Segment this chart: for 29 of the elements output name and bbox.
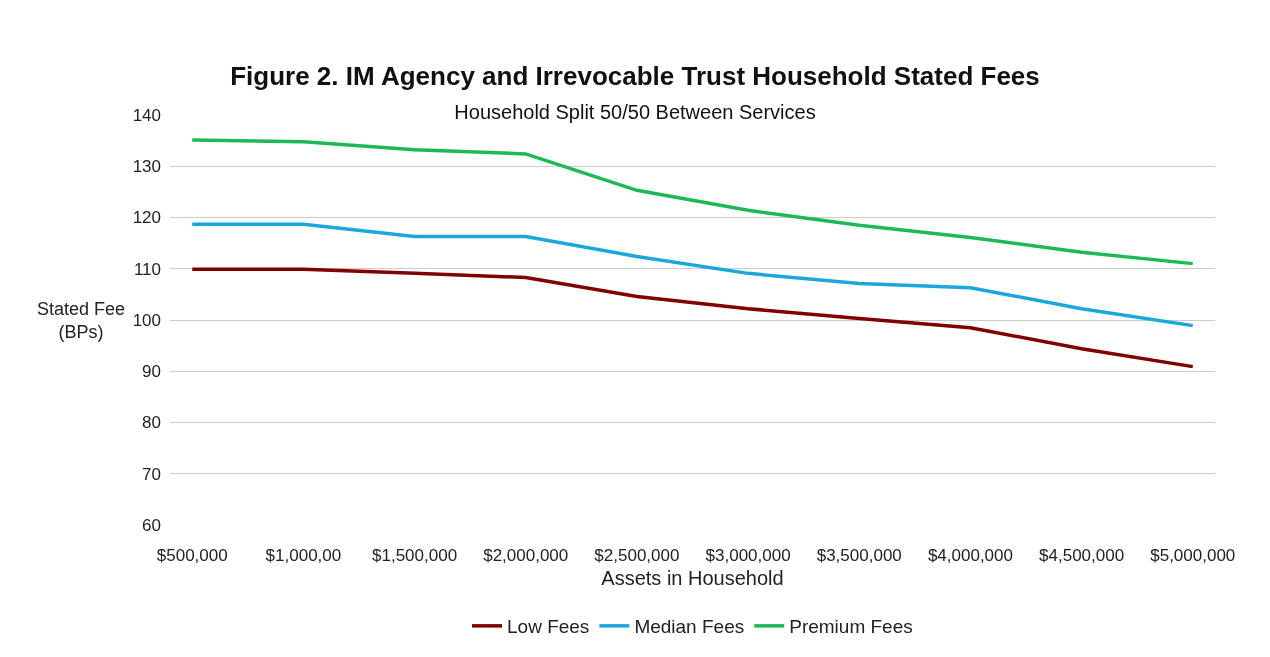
legend-label: Premium Fees xyxy=(789,616,913,638)
x-tick-label: $1,500,000 xyxy=(372,546,458,565)
legend-label: Low Fees xyxy=(507,616,590,638)
x-tick-label: $2,000,000 xyxy=(483,546,569,565)
y-tick-label: 100 xyxy=(132,310,161,330)
y-tick-label: 130 xyxy=(132,157,161,177)
chart-title: Figure 2. IM Agency and Irrevocable Trust Household Stated Fees xyxy=(230,61,1040,92)
y-tick-label: 90 xyxy=(142,362,161,382)
y-tick-label: 110 xyxy=(133,259,161,279)
x-tick-label: $1,000,00 xyxy=(265,546,342,565)
x-tick-label: $500,000 xyxy=(156,546,228,565)
x-axis-title: Assets in Household xyxy=(601,566,784,589)
y-tick-label: 70 xyxy=(142,464,161,484)
x-tick-label: $3,500,000 xyxy=(816,546,902,565)
y-axis-title: Stated Fee (BPs) xyxy=(37,299,126,343)
line-series xyxy=(190,138,1195,266)
chart-subtitle: Household Split 50/50 Between Services xyxy=(454,101,816,124)
x-tick-label: $2,500,000 xyxy=(594,546,680,565)
legend-label: Median Fees xyxy=(634,616,745,638)
y-tick-label: 80 xyxy=(142,413,161,433)
line-series xyxy=(190,222,1195,328)
x-tick-label: $4,000,000 xyxy=(927,546,1013,565)
y-tick-label: 120 xyxy=(132,208,161,228)
y-tick-label: 60 xyxy=(142,515,161,535)
x-tick-label: $5,000,000 xyxy=(1150,546,1236,565)
line-series xyxy=(190,267,1195,369)
y-tick-label: 140 xyxy=(132,105,161,125)
x-tick-label: $4,500,000 xyxy=(1039,546,1125,565)
x-tick-label: $3,000,000 xyxy=(705,546,791,565)
